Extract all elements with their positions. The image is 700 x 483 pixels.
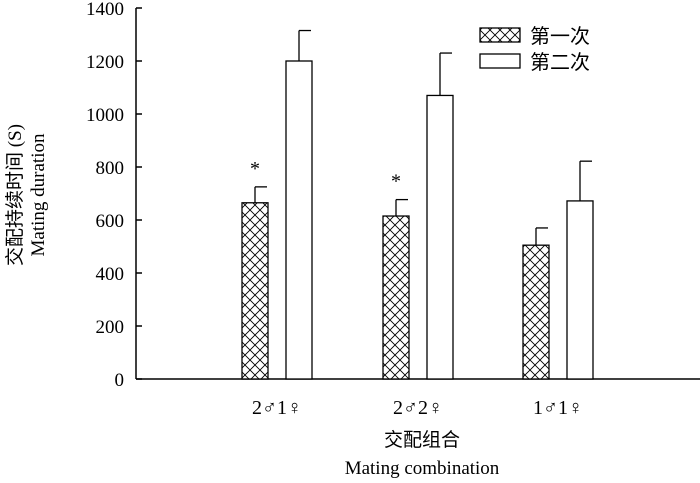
- legend-swatch: [479, 53, 521, 69]
- bar: [382, 215, 410, 380]
- y-tick-label: 1200: [86, 52, 124, 73]
- x-axis-categories: 2♂1♀ 2♂2♀ 1♂1♀: [252, 397, 583, 419]
- significance-asterisk: *: [391, 171, 401, 193]
- legend-label: 第一次: [530, 25, 590, 48]
- y-axis-title-english: Mating duration: [28, 133, 49, 256]
- y-axis-ticks: 0 200 400 600 800 1000 1200 1400: [86, 0, 142, 391]
- y-axis-title: 交配持续时间 (S): [4, 124, 26, 266]
- y-tick-label: 1400: [86, 0, 124, 20]
- significance-asterisk: *: [250, 158, 260, 180]
- x-category-label: 1♂1♀: [533, 397, 583, 419]
- bar: [426, 94, 454, 380]
- bar: [566, 200, 594, 380]
- y-tick-label: 0: [115, 370, 125, 391]
- axes: [135, 8, 700, 380]
- x-category-label: 2♂1♀: [252, 397, 302, 419]
- y-tick-label: 1000: [86, 105, 124, 126]
- bar: [285, 60, 313, 380]
- bars: **: [241, 29, 594, 380]
- x-axis-title: 交配组合: [384, 429, 460, 451]
- x-axis-title-english: Mating combination: [345, 458, 500, 479]
- bar: [241, 202, 269, 380]
- y-tick-label: 200: [96, 317, 125, 338]
- bar: [522, 244, 550, 380]
- x-category-label: 2♂2♀: [393, 397, 443, 419]
- y-tick-label: 800: [96, 158, 125, 179]
- y-tick-label: 400: [96, 264, 125, 285]
- legend-label: 第二次: [530, 51, 590, 74]
- legend-swatch: [479, 27, 521, 43]
- y-tick-label: 600: [96, 211, 125, 232]
